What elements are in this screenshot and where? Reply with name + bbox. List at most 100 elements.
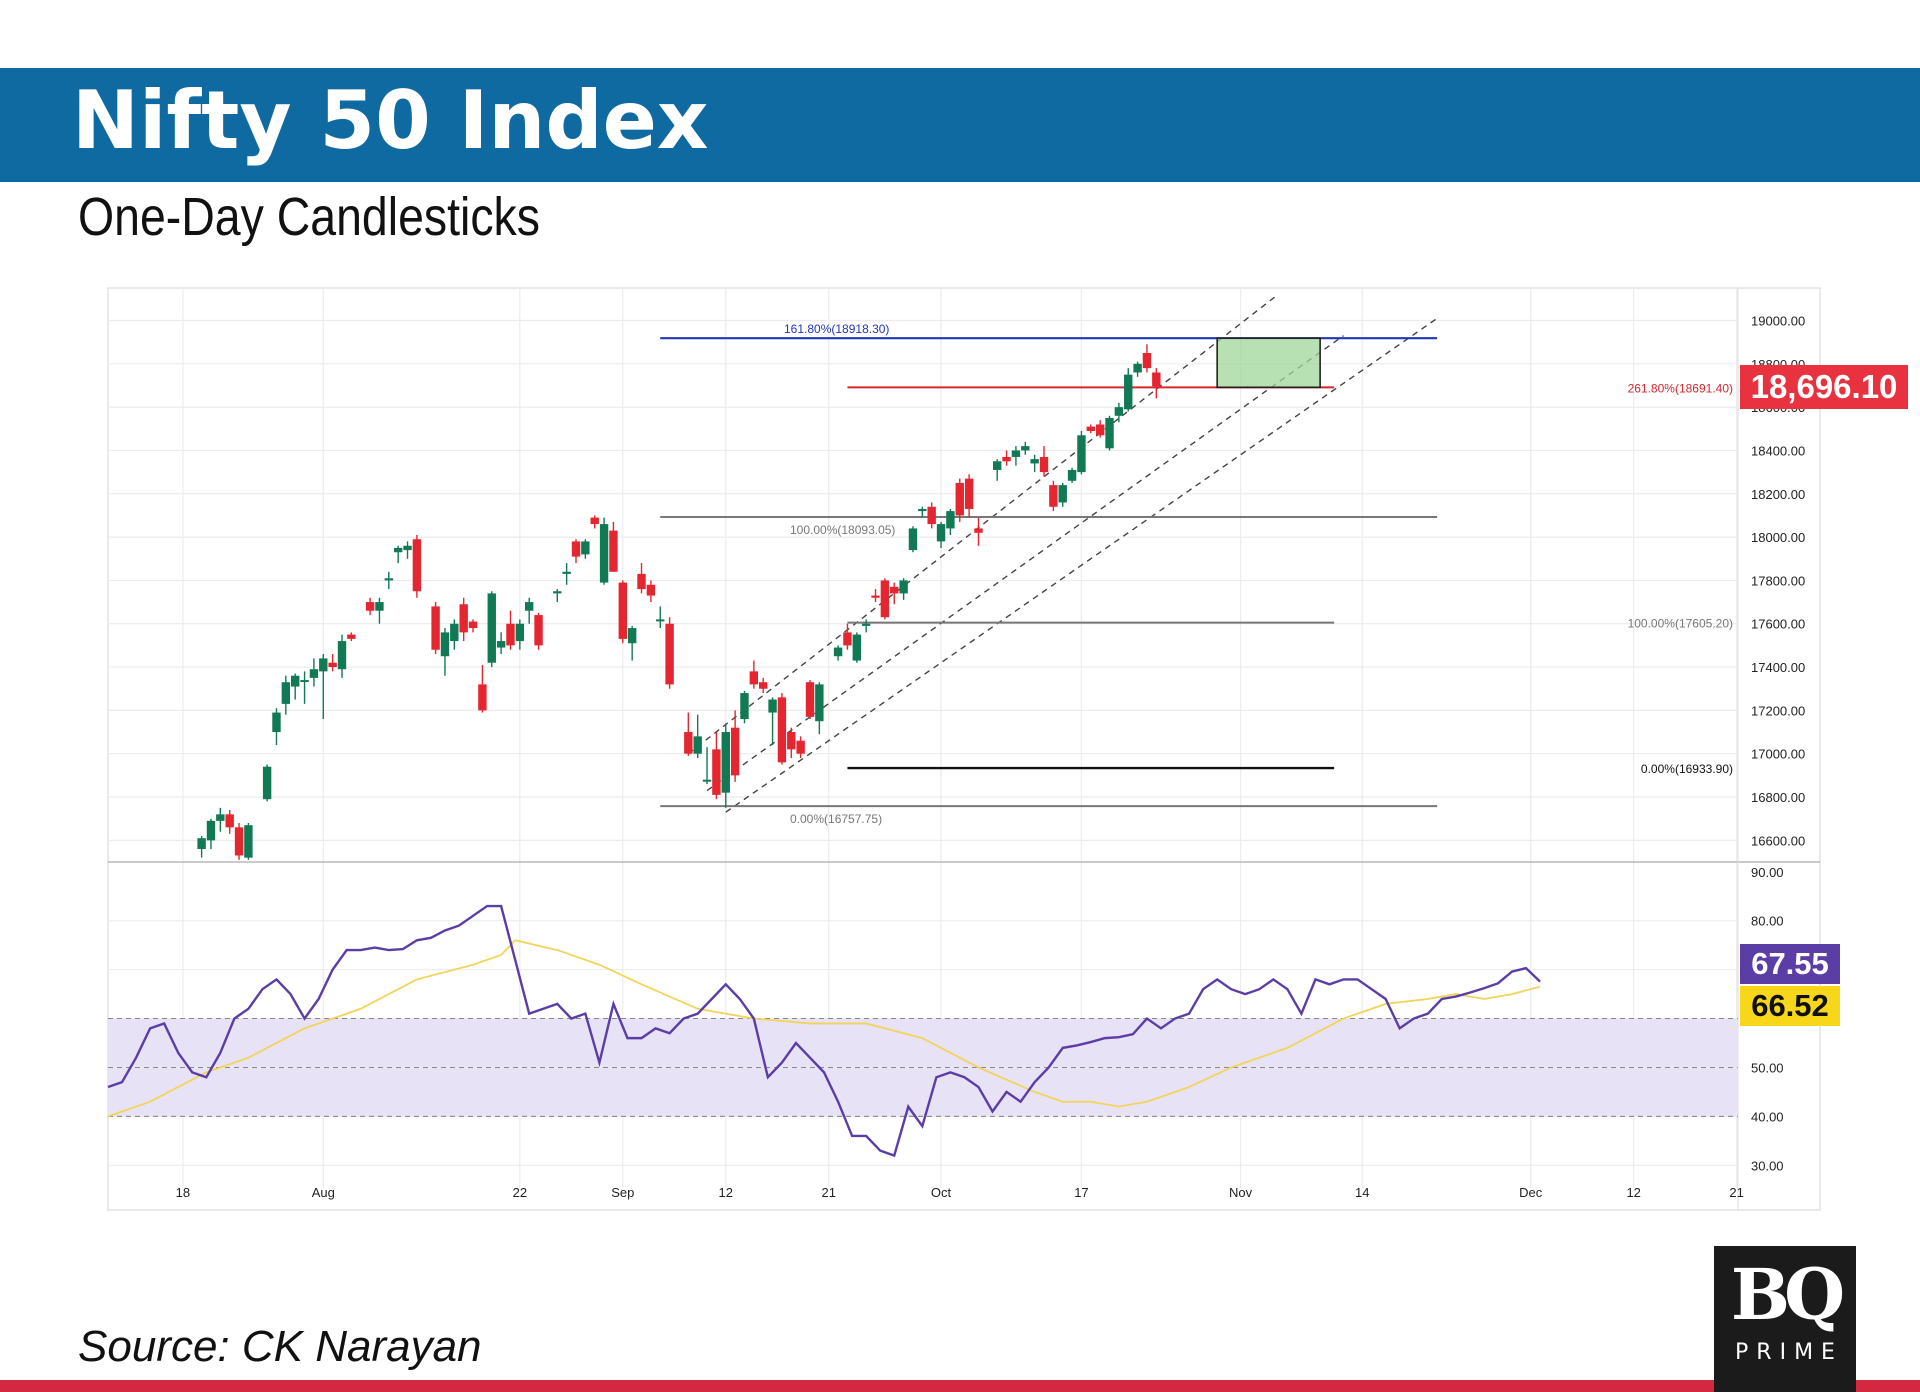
- candle-body: [890, 586, 899, 594]
- candle-body: [646, 584, 656, 596]
- price-tick-label: 17200.00: [1751, 703, 1805, 718]
- rsi-tick-label: 30.00: [1751, 1158, 1784, 1173]
- candle-body: [609, 530, 618, 572]
- target-zone-box: [1216, 337, 1321, 389]
- channel-mid-line: [706, 335, 1344, 792]
- candle-body: [496, 641, 506, 648]
- candle-body: [459, 604, 468, 633]
- last-price-tag: 18,696.10: [1740, 365, 1908, 409]
- candle-body: [244, 825, 253, 858]
- candle-body: [1086, 426, 1095, 431]
- price-tick-label: 19000.00: [1751, 313, 1805, 328]
- page-subtitle: One-Day Candlesticks: [78, 187, 541, 247]
- x-tick-label: 21: [1729, 1185, 1743, 1200]
- candle-body: [721, 732, 730, 793]
- logo-wordmark: PRIME: [1735, 1340, 1843, 1365]
- candle-body: [843, 632, 852, 646]
- candle-body: [880, 580, 890, 618]
- candle-body: [375, 602, 384, 611]
- source-credit: Source: CK Narayan: [78, 1322, 482, 1371]
- x-tick-label: 18: [176, 1185, 190, 1200]
- candle-body: [1002, 456, 1011, 462]
- candle-body: [637, 573, 646, 590]
- rsi-ma-line: [107, 939, 1541, 1118]
- candle-body: [627, 628, 637, 644]
- price-tick-label: 18000.00: [1751, 530, 1805, 545]
- candle-body: [450, 623, 459, 642]
- x-tick-label: 12: [719, 1185, 733, 1200]
- candle-body: [300, 680, 309, 683]
- candle-body: [712, 749, 721, 795]
- bq-prime-logo: BQ PRIME: [1714, 1246, 1856, 1392]
- candle-body: [908, 528, 918, 551]
- candle-body: [403, 545, 412, 551]
- rsi-tick-label: 90.00: [1751, 865, 1784, 880]
- candle-body: [768, 699, 777, 713]
- rsi-ma-value-tag: 66.52: [1740, 986, 1840, 1026]
- candle-body: [618, 582, 627, 639]
- candle-body: [796, 740, 805, 754]
- candle-body: [412, 539, 422, 592]
- candle-body: [553, 591, 562, 594]
- chart-frame: [107, 287, 1821, 1211]
- candle-body: [1049, 485, 1058, 507]
- candle-body: [281, 682, 291, 704]
- x-tick-label: Oct: [931, 1185, 952, 1200]
- candle-body: [431, 606, 440, 650]
- candle-body: [861, 623, 871, 626]
- candle-body: [291, 675, 300, 687]
- price-tick-label: 16600.00: [1751, 833, 1805, 848]
- candle-body: [787, 732, 796, 750]
- x-tick-label: 21: [821, 1185, 835, 1200]
- fib-0-a-label: 0.00%(16933.90): [1641, 762, 1733, 776]
- fib-161-label: 161.80%(18918.30): [784, 322, 889, 336]
- candle-body: [833, 647, 843, 657]
- x-tick-label: Aug: [312, 1185, 335, 1200]
- candle-body: [506, 623, 515, 646]
- candle-body: [955, 482, 964, 516]
- candle-body: [562, 571, 571, 574]
- candle-body: [197, 838, 206, 850]
- price-tick-label: 16800.00: [1751, 790, 1805, 805]
- candle-body: [590, 517, 599, 525]
- candle-body: [487, 593, 496, 663]
- candle-body: [515, 623, 525, 642]
- candle-body: [684, 732, 693, 754]
- candle-body: [1030, 459, 1039, 464]
- candle-body: [384, 578, 393, 581]
- candle-body: [964, 478, 974, 509]
- candle-body: [730, 727, 740, 776]
- rsi-tick-label: 40.00: [1751, 1109, 1784, 1124]
- candle-body: [1152, 372, 1161, 387]
- candle-body: [206, 820, 216, 841]
- rsi-tick-label: 80.00: [1751, 914, 1784, 929]
- candle-body: [759, 682, 768, 689]
- candle-body: [571, 541, 581, 557]
- price-tick-label: 17800.00: [1751, 573, 1805, 588]
- candle-body: [225, 814, 234, 828]
- x-tick-label: Nov: [1229, 1185, 1253, 1200]
- candle-body: [347, 634, 356, 639]
- candle-body: [468, 621, 478, 629]
- x-tick-label: Dec: [1519, 1185, 1543, 1200]
- x-tick-label: 22: [513, 1185, 527, 1200]
- candle-body: [1124, 374, 1133, 410]
- price-tick-label: 17400.00: [1751, 660, 1805, 675]
- fib-261-label: 261.80%(18691.40): [1628, 381, 1733, 395]
- candle-body: [927, 506, 936, 525]
- price-tick-label: 18400.00: [1751, 443, 1805, 458]
- candle-body: [440, 632, 450, 657]
- channel-lower-line: [725, 317, 1438, 813]
- candle-body: [1133, 363, 1142, 373]
- rsi-value-tag: 67.55: [1740, 944, 1840, 984]
- candle-body: [328, 662, 337, 668]
- candle-body: [805, 682, 815, 717]
- candle-body: [665, 623, 674, 685]
- candle-body: [525, 602, 534, 611]
- candle-body: [319, 658, 328, 672]
- title-banner: Nifty 50 Index: [0, 68, 1920, 182]
- rsi-line: [107, 904, 1541, 1158]
- candle-body: [1039, 456, 1049, 473]
- candle-body: [702, 779, 712, 782]
